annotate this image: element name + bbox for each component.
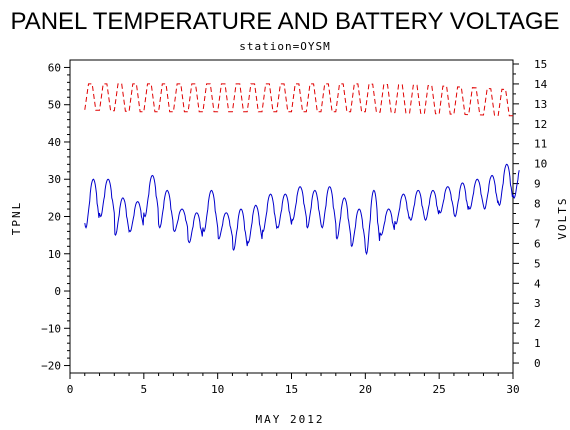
y-right-tick-label: 14 (534, 78, 548, 91)
y-right-tick-label: 5 (534, 257, 541, 270)
y-right-tick-label: 8 (534, 198, 541, 211)
y-right-tick-label: 15 (534, 58, 547, 71)
y-right-tick-label: 1 (534, 337, 541, 350)
x-tick-label: 20 (359, 383, 372, 396)
x-tick-label: 15 (285, 383, 298, 396)
y-left-tick-label: 20 (48, 211, 61, 224)
x-tick-label: 0 (67, 383, 74, 396)
y-left-tick-label: 60 (48, 61, 61, 74)
y-left-tick-label: 10 (48, 248, 61, 261)
y-right-tick-label: 3 (534, 297, 541, 310)
y-right-tick-label: 11 (534, 138, 547, 151)
y-right-tick-label: 13 (534, 98, 547, 111)
y-left-tick-label: −10 (41, 322, 61, 335)
y-right-tick-label: 4 (534, 277, 541, 290)
y-left-tick-label: 50 (48, 99, 61, 112)
y-left-tick-label: 0 (54, 285, 61, 298)
y-axis-left: −20 −10 0 10 20 30 40 50 60 (41, 61, 70, 373)
x-tick-label: 25 (433, 383, 446, 396)
x-axis: 0 5 10 15 20 25 30 (67, 373, 520, 396)
series-volts (84, 83, 514, 117)
y-axis-right-label: VOLTS (556, 196, 569, 239)
x-axis-label: MAY 2012 (256, 413, 325, 426)
y-left-tick-label: 30 (48, 173, 61, 186)
chart-subtitle: station=OYSM (239, 40, 330, 53)
x-tick-label: 30 (506, 383, 519, 396)
series-tpnl (84, 163, 520, 256)
x-tick-label: 10 (211, 383, 224, 396)
y-right-tick-label: 6 (534, 237, 541, 250)
volts-line (84, 83, 514, 117)
y-left-tick-label: −20 (41, 360, 61, 373)
y-right-tick-label: 2 (534, 317, 541, 330)
plot-frame (69, 59, 514, 374)
tpnl-line (84, 163, 520, 256)
chart-title: PANEL TEMPERATURE AND BATTERY VOLTAGE (10, 8, 559, 35)
y-right-tick-label: 7 (534, 217, 541, 230)
x-tick-label: 5 (141, 383, 148, 396)
y-right-tick-label: 0 (534, 357, 541, 370)
y-left-tick-label: 40 (48, 136, 61, 149)
y-right-tick-label: 12 (534, 118, 547, 131)
y-axis-left-label: TPNL (10, 201, 23, 236)
y-right-tick-label: 9 (534, 178, 541, 191)
y-right-tick-label: 10 (534, 158, 547, 171)
